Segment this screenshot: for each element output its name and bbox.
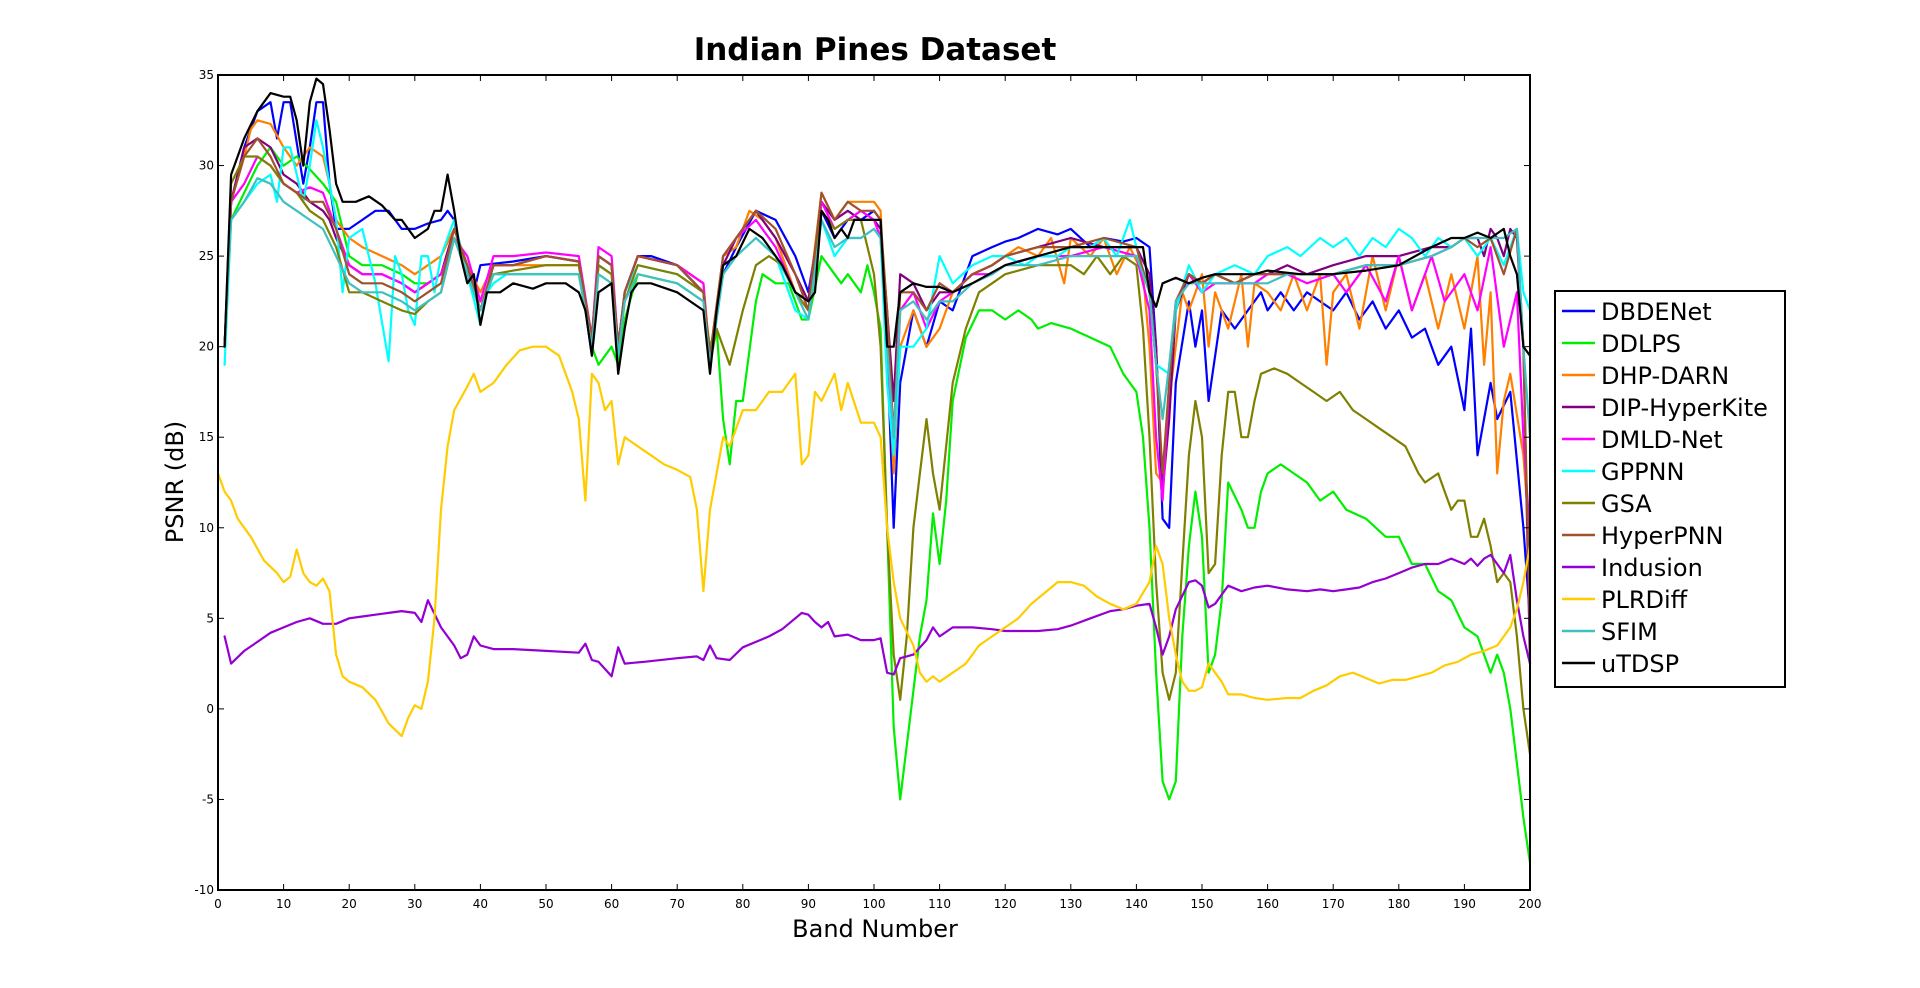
series-line-indusion	[223, 553, 1532, 678]
x-tick-label: 40	[473, 897, 488, 911]
x-tick-label: 10	[276, 897, 291, 911]
legend-label: DHP-DARN	[1601, 362, 1729, 390]
x-tick-label: 70	[670, 897, 685, 911]
series-line-utdsp	[223, 77, 1532, 375]
y-tick-label: 10	[199, 521, 214, 535]
legend-label: SFIM	[1601, 618, 1658, 646]
x-tick-label: 180	[1387, 897, 1410, 911]
y-tick-label: -5	[202, 792, 214, 806]
y-tick-label: 25	[199, 249, 214, 263]
legend-label: GSA	[1601, 490, 1652, 518]
legend-label: uTDSP	[1601, 650, 1679, 678]
x-tick-label: 90	[801, 897, 816, 911]
x-tick-label: 150	[1191, 897, 1214, 911]
y-tick-label: 0	[206, 702, 214, 716]
legend: DBDENet DDLPS DHP-DARN DIP-HyperKite DMLD-Ne…	[1554, 290, 1786, 688]
x-axis-label: Band Number	[792, 915, 958, 943]
series-layer	[216, 77, 1532, 864]
y-axis-label: PSNR (dB)	[161, 421, 189, 543]
legend-label: DDLPS	[1601, 330, 1681, 358]
x-tick-label: 200	[1519, 897, 1542, 911]
legend-label: Indusion	[1601, 554, 1703, 582]
y-tick-label: 20	[199, 340, 214, 354]
series-line-plrdiff	[216, 345, 1532, 738]
legend-label: DBDENet	[1601, 298, 1712, 326]
series-line-sfim	[223, 177, 1532, 439]
chart-title: Indian Pines Dataset	[694, 32, 1057, 68]
y-tick-label: 30	[199, 159, 214, 173]
x-tick-label: 50	[538, 897, 553, 911]
x-tick-label: 80	[735, 897, 750, 911]
y-tick-label: -10	[194, 883, 214, 897]
series-line-hyperpnn	[223, 137, 1532, 629]
x-tick-label: 20	[342, 897, 357, 911]
x-tick-label: 100	[863, 897, 886, 911]
legend-label: DIP-HyperKite	[1601, 394, 1768, 422]
y-tick-label: 15	[199, 430, 214, 444]
legend-label: GPPNN	[1601, 458, 1684, 486]
x-tick-label: 110	[928, 897, 951, 911]
legend-label: DMLD-Net	[1601, 426, 1723, 454]
x-tick-label: 60	[604, 897, 619, 911]
y-tick-label: 35	[199, 68, 214, 82]
series-line-gppnn	[223, 119, 1532, 457]
x-tick-label: 190	[1453, 897, 1476, 911]
axes-layer: 0 10 20 30 40 50 60 70 80 90 100 110 120 130 140 150 160…	[194, 68, 1541, 911]
x-tick-label: 120	[994, 897, 1017, 911]
x-tick-label: 30	[407, 897, 422, 911]
legend-label: HyperPNN	[1601, 522, 1724, 550]
y-tick-label: 5	[206, 611, 214, 625]
x-tick-label: 0	[214, 897, 222, 911]
x-tick-label: 130	[1059, 897, 1082, 911]
x-tick-label: 170	[1322, 897, 1345, 911]
legend-label: PLRDiff	[1601, 586, 1688, 614]
legend-box	[1554, 290, 1786, 688]
x-tick-label: 160	[1256, 897, 1279, 911]
x-tick-label: 140	[1125, 897, 1148, 911]
